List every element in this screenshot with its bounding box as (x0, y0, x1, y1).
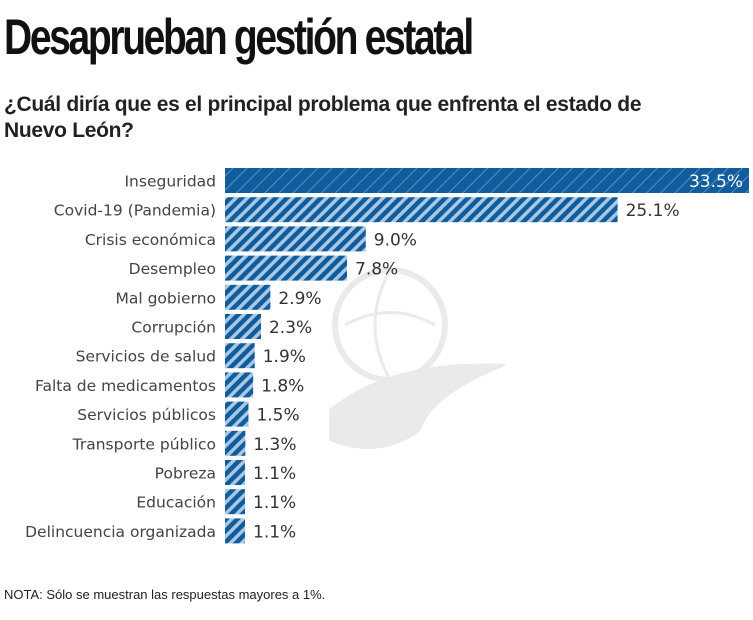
value-label: 9.0% (374, 230, 417, 250)
bar (225, 168, 749, 193)
bar-group: Educación 1.1% (136, 489, 296, 515)
bar-group: Crisis económica 9.0% (85, 226, 417, 252)
value-label: 33.5% (689, 172, 743, 192)
category-label: Servicios públicos (77, 406, 216, 424)
bar (225, 255, 348, 281)
value-label: 1.1% (253, 522, 296, 542)
category-label: Inseguridad (124, 173, 216, 191)
bar (225, 372, 254, 398)
bar (225, 518, 245, 544)
bar-group: Covid-19 (Pandemia) 25.1% (54, 197, 680, 223)
chart-subtitle: ¿Cuál diría que es el principal problema… (4, 93, 642, 142)
bar-group: Desempleo 7.8% (129, 255, 398, 281)
bar (225, 401, 249, 427)
bar (225, 489, 245, 515)
value-label: 1.1% (253, 493, 296, 513)
category-label: Covid-19 (Pandemia) (54, 202, 216, 220)
category-label: Corrupción (131, 319, 216, 337)
bar-group: Falta de medicamentos 1.8% (35, 372, 304, 398)
bar (225, 197, 618, 223)
category-label: Transporte público (72, 435, 216, 453)
bar (225, 226, 366, 252)
eagle-globe-logo-icon (329, 267, 506, 449)
value-label: 2.9% (278, 289, 321, 309)
value-label: 1.5% (256, 406, 299, 426)
value-label: 25.1% (626, 201, 680, 221)
value-label: 2.3% (269, 318, 312, 338)
bar-chart: Inseguridad 33.5% Covid-19 (Pandemia) 25.1%… (25, 168, 749, 544)
bar-group: Transporte público 1.3% (72, 430, 297, 456)
bar (225, 284, 271, 310)
bar-group: Corrupción 2.3% (131, 314, 312, 339)
value-label: 1.9% (263, 347, 306, 367)
bar (225, 343, 255, 369)
category-label: Falta de medicamentos (35, 377, 216, 395)
category-label: Mal gobierno (115, 289, 216, 307)
bar (225, 460, 245, 485)
category-label: Desempleo (129, 260, 216, 278)
footnote: NOTA: Sólo se muestran las respuestas ma… (4, 587, 326, 602)
category-label: Delincuencia organizada (25, 523, 216, 541)
value-label: 7.8% (355, 260, 398, 280)
value-label: 1.3% (253, 435, 296, 455)
bar-group: Delincuencia organizada 1.1% (25, 518, 296, 544)
bar-group: Servicios de salud 1.9% (76, 343, 306, 369)
bar-group: Inseguridad 33.5% (124, 168, 749, 193)
bar (225, 430, 246, 456)
bar-group: Mal gobierno 2.9% (115, 284, 322, 310)
bar-group: Servicios públicos 1.5% (77, 401, 300, 427)
value-label: 1.1% (253, 464, 296, 484)
bar (225, 314, 261, 339)
category-label: Servicios de salud (76, 348, 216, 366)
category-label: Pobreza (155, 465, 216, 483)
bar-group: Pobreza 1.1% (155, 460, 296, 485)
category-label: Crisis económica (85, 231, 216, 249)
value-label: 1.8% (261, 376, 304, 396)
chart-title: Desaprueban gestión estatal (4, 9, 474, 65)
category-label: Educación (136, 494, 216, 512)
